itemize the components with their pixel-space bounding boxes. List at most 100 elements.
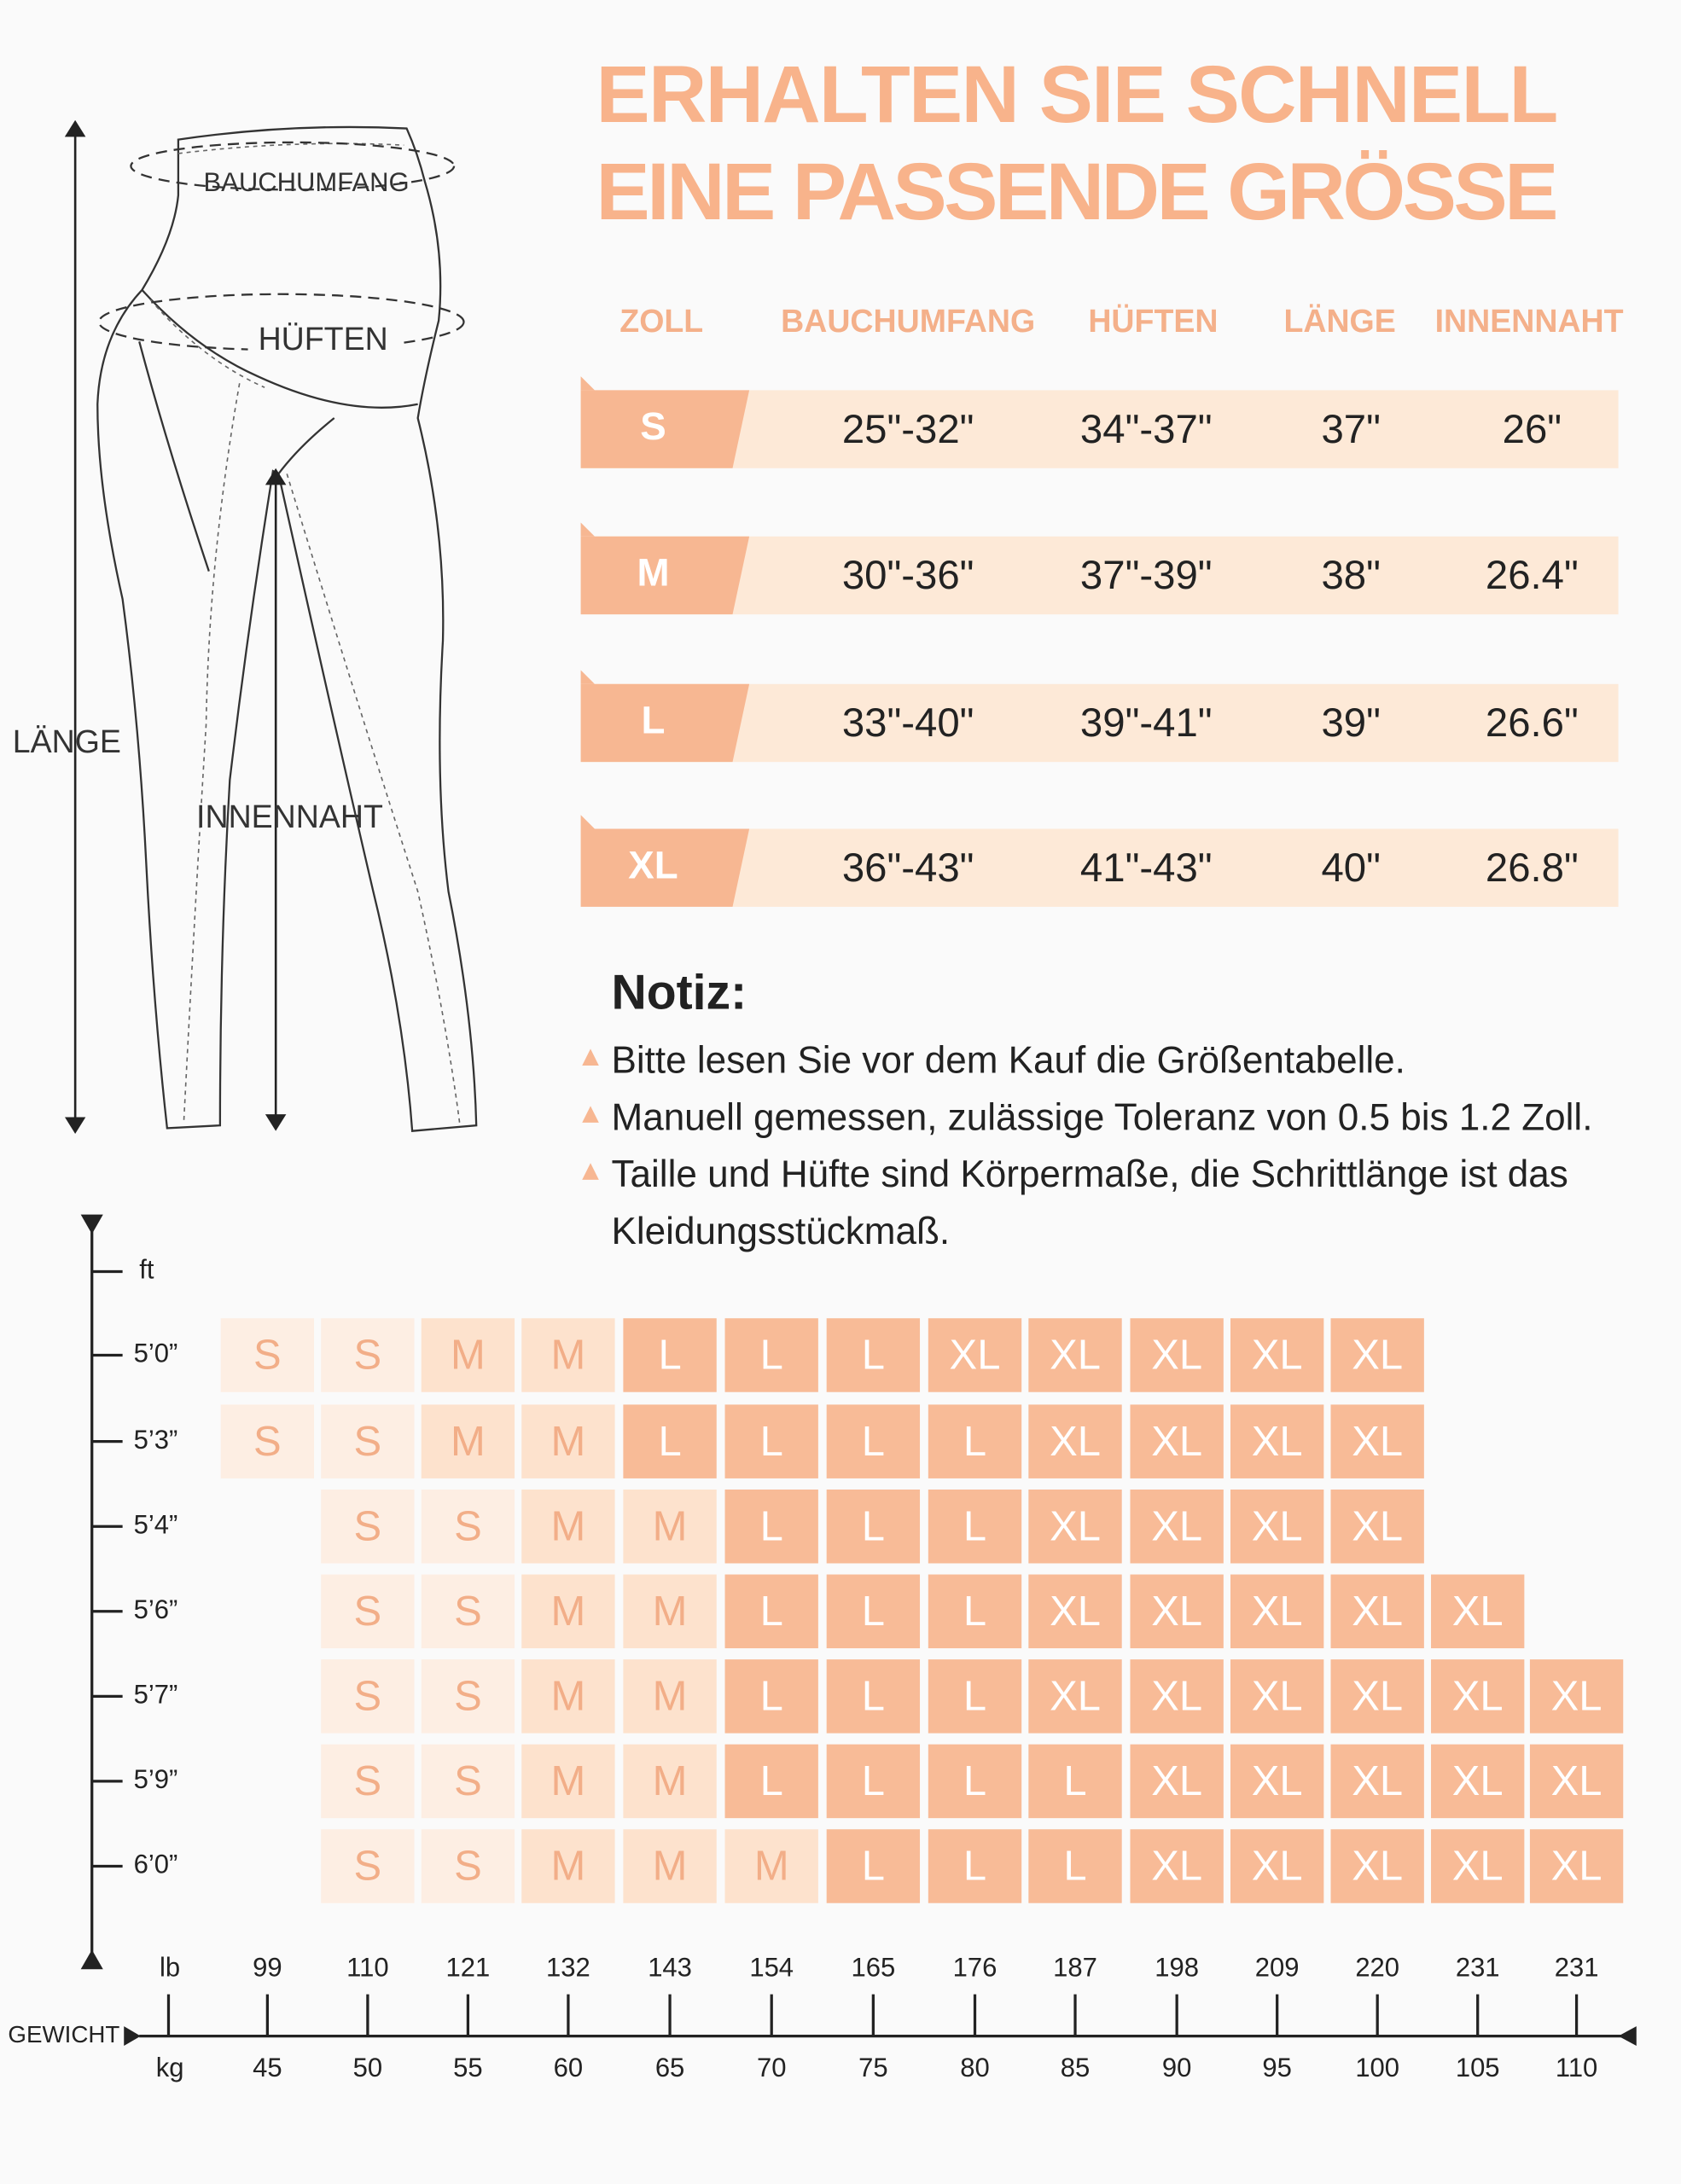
size-cell: M — [521, 1744, 615, 1819]
cell-bg — [1028, 1574, 1122, 1649]
table-cell: 37" — [1321, 407, 1380, 452]
size-cell: XL — [1230, 1659, 1324, 1734]
cell-size: S — [354, 1758, 382, 1804]
size-cell: S — [321, 1574, 415, 1649]
table-row: L 33"-40" 39"-41" 39" 26.6" — [580, 670, 1619, 763]
cell-bg — [220, 1318, 315, 1392]
table-cell: 26.8" — [1486, 845, 1579, 891]
cell-size: L — [1063, 1758, 1086, 1804]
cell-size: S — [354, 1589, 382, 1635]
cell-size: XL — [1551, 1844, 1602, 1890]
table-cell: 41"-43" — [1080, 845, 1213, 891]
size-cell: L — [724, 1404, 818, 1478]
cell-size: XL — [1452, 1674, 1504, 1720]
cell-size: L — [963, 1589, 986, 1635]
cell-size: M — [653, 1844, 688, 1890]
kilogram-label: 60 — [554, 2053, 583, 2082]
cell-size: L — [760, 1589, 783, 1635]
size-label: XL — [628, 843, 678, 886]
cell-size: L — [862, 1674, 885, 1720]
size-cell: XL — [1330, 1829, 1424, 1903]
cell-bg — [928, 1829, 1022, 1903]
cell-size: S — [454, 1503, 482, 1549]
size-cell: L — [724, 1318, 818, 1392]
height-label: 5’0” — [134, 1339, 178, 1368]
cell-size: L — [760, 1419, 783, 1465]
cell-bg — [623, 1318, 717, 1392]
cell-bg — [521, 1318, 615, 1392]
cell-size: XL — [1352, 1333, 1403, 1379]
size-cell: M — [521, 1489, 615, 1564]
size-cell: L — [826, 1829, 921, 1903]
size-cell: XL — [1130, 1744, 1224, 1819]
size-cell: M — [623, 1574, 717, 1649]
cell-bg — [826, 1829, 921, 1903]
size-cell: XL — [1230, 1744, 1324, 1819]
cell-size: L — [658, 1419, 681, 1465]
cell-bg — [1431, 1574, 1525, 1649]
size-cell: M — [623, 1489, 717, 1564]
size-cell: L — [928, 1829, 1022, 1903]
kilogram-label: 85 — [1061, 2053, 1090, 2082]
size-cell: S — [421, 1574, 515, 1649]
cell-size: XL — [1252, 1419, 1303, 1465]
cell-size: L — [963, 1674, 986, 1720]
size-tab-bg — [580, 683, 750, 763]
cell-bg — [1431, 1829, 1525, 1903]
cell-size: M — [451, 1419, 486, 1465]
cell-size: M — [653, 1758, 688, 1804]
table-cell: 26.4" — [1486, 553, 1579, 598]
size-cell: S — [321, 1318, 415, 1392]
cell-bg — [1529, 1659, 1624, 1734]
table-cell: 33"-40" — [842, 700, 974, 746]
size-cell: S — [321, 1489, 415, 1564]
size-cell: S — [321, 1829, 415, 1903]
size-cell: XL — [1130, 1574, 1224, 1649]
size-cell: L — [826, 1489, 921, 1564]
table-header: INNENNAHT — [1435, 303, 1624, 339]
cell-size: XL — [1050, 1333, 1101, 1379]
size-cell: XL — [1330, 1744, 1424, 1819]
pound-label: 187 — [1053, 1952, 1097, 1982]
cell-bg — [826, 1489, 921, 1564]
size-cell: L — [724, 1574, 818, 1649]
cell-bg — [220, 1404, 315, 1478]
cell-size: S — [354, 1503, 382, 1549]
cell-bg — [1431, 1659, 1525, 1734]
size-cell: L — [1028, 1829, 1122, 1903]
cell-bg — [421, 1489, 515, 1564]
size-cell: XL — [1028, 1659, 1122, 1734]
row-band — [580, 683, 1619, 763]
size-cell: XL — [1028, 1318, 1122, 1392]
cell-bg — [623, 1744, 717, 1819]
cell-size: XL — [1050, 1589, 1101, 1635]
kilogram-label: 50 — [353, 2053, 382, 2082]
pound-label: 143 — [648, 1952, 692, 1982]
cell-bg — [521, 1489, 615, 1564]
cell-bg — [1028, 1489, 1122, 1564]
cell-bg — [826, 1574, 921, 1649]
size-cell: XL — [1028, 1574, 1122, 1649]
leggings-drawing — [64, 119, 478, 1134]
diagram-label: HÜFTEN — [259, 321, 388, 357]
cell-bg — [928, 1489, 1022, 1564]
size-cell: S — [421, 1659, 515, 1734]
cell-size: M — [551, 1674, 586, 1720]
kilogram-label: 105 — [1456, 2053, 1500, 2082]
cell-bg — [1230, 1744, 1324, 1819]
cell-bg — [928, 1744, 1022, 1819]
size-cell: S — [421, 1829, 515, 1903]
table-row: S 25"-32" 34"-37" 37" 26" — [580, 376, 1619, 468]
size-cell: L — [928, 1574, 1022, 1649]
cell-bg — [1330, 1829, 1424, 1903]
tab-corner — [580, 376, 595, 391]
title-line: ERHALTEN SIE SCHNELL — [596, 49, 1562, 140]
table-cell: 39" — [1321, 700, 1380, 746]
size-cell: XL — [1431, 1744, 1525, 1819]
cell-bg — [1330, 1659, 1424, 1734]
cell-bg — [321, 1744, 415, 1819]
size-cell: S — [421, 1489, 515, 1564]
cell-bg — [623, 1574, 717, 1649]
cell-size: XL — [1252, 1333, 1303, 1379]
cell-size: M — [451, 1333, 486, 1379]
